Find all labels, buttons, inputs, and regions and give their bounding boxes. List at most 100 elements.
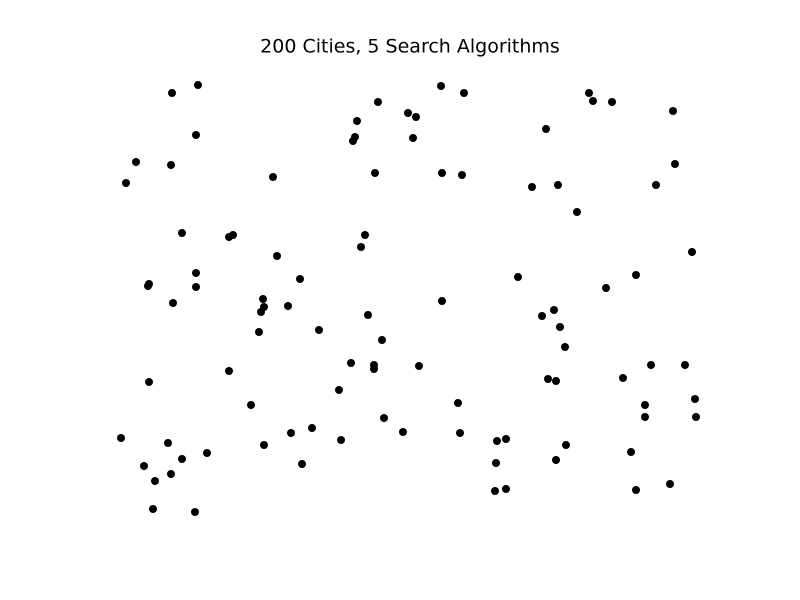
city-point [492,459,500,467]
city-point [589,97,597,105]
city-point [122,179,130,187]
city-point [260,441,268,449]
city-point [627,448,635,456]
city-point [454,399,462,407]
city-point [374,98,382,106]
city-point [538,312,546,320]
city-point [167,161,175,169]
city-point [194,81,202,89]
city-point [192,283,200,291]
city-point [556,323,564,331]
city-point [378,336,386,344]
city-point [164,439,172,447]
city-point [493,437,501,445]
city-point [361,231,369,239]
city-point [602,284,610,292]
city-point [269,173,277,181]
city-point [619,374,627,382]
city-point [178,229,186,237]
city-point [145,378,153,386]
city-point [552,377,560,385]
city-point [585,89,593,97]
city-point [632,486,640,494]
city-point [191,508,199,516]
city-point [409,134,417,142]
city-point [573,208,581,216]
city-point [273,252,281,260]
city-point [255,328,263,336]
city-point [167,470,175,478]
city-point [315,326,323,334]
city-point [458,171,466,179]
city-point [132,158,140,166]
city-point [632,271,640,279]
city-point [169,299,177,307]
city-point [178,455,186,463]
city-point [151,477,159,485]
city-point [460,89,468,97]
city-point [287,429,295,437]
city-point [257,308,265,316]
city-point [502,485,510,493]
city-point [371,169,379,177]
city-point [284,302,292,310]
city-point [370,365,378,373]
city-point [438,169,446,177]
city-point [225,367,233,375]
city-point [415,362,423,370]
city-point [149,505,157,513]
city-point [437,82,445,90]
city-point [550,306,558,314]
city-point [404,109,412,117]
city-point [561,343,569,351]
city-point [117,434,125,442]
city-point [144,282,152,290]
city-point [412,113,420,121]
city-point [259,295,267,303]
city-point [347,359,355,367]
city-point [168,89,176,97]
city-point [364,311,372,319]
city-point [554,181,562,189]
city-point [380,414,388,422]
city-point [691,395,699,403]
city-point [502,435,510,443]
city-point [666,480,674,488]
city-point [552,456,560,464]
city-point [140,462,148,470]
city-point [669,107,677,115]
city-point [647,361,655,369]
city-point [491,487,499,495]
chart-title: 200 Cities, 5 Search Algorithms [260,36,560,58]
city-point [203,449,211,457]
city-point [456,429,464,437]
city-point [399,428,407,436]
city-point [514,273,522,281]
city-point [608,98,616,106]
city-point [296,275,304,283]
city-point [544,375,552,383]
city-point [247,401,255,409]
city-point [337,436,345,444]
city-point [335,386,343,394]
city-point [349,137,357,145]
city-point [192,131,200,139]
city-point [641,401,649,409]
city-point [229,231,237,239]
city-point [692,413,700,421]
city-point [688,248,696,256]
city-point [542,125,550,133]
city-point [681,361,689,369]
city-point [671,160,679,168]
city-point [308,424,316,432]
city-point [562,441,570,449]
city-point [353,117,361,125]
city-point [641,413,649,421]
city-point [298,460,306,468]
city-point [528,183,536,191]
city-point [438,297,446,305]
city-point [192,269,200,277]
city-point [652,181,660,189]
